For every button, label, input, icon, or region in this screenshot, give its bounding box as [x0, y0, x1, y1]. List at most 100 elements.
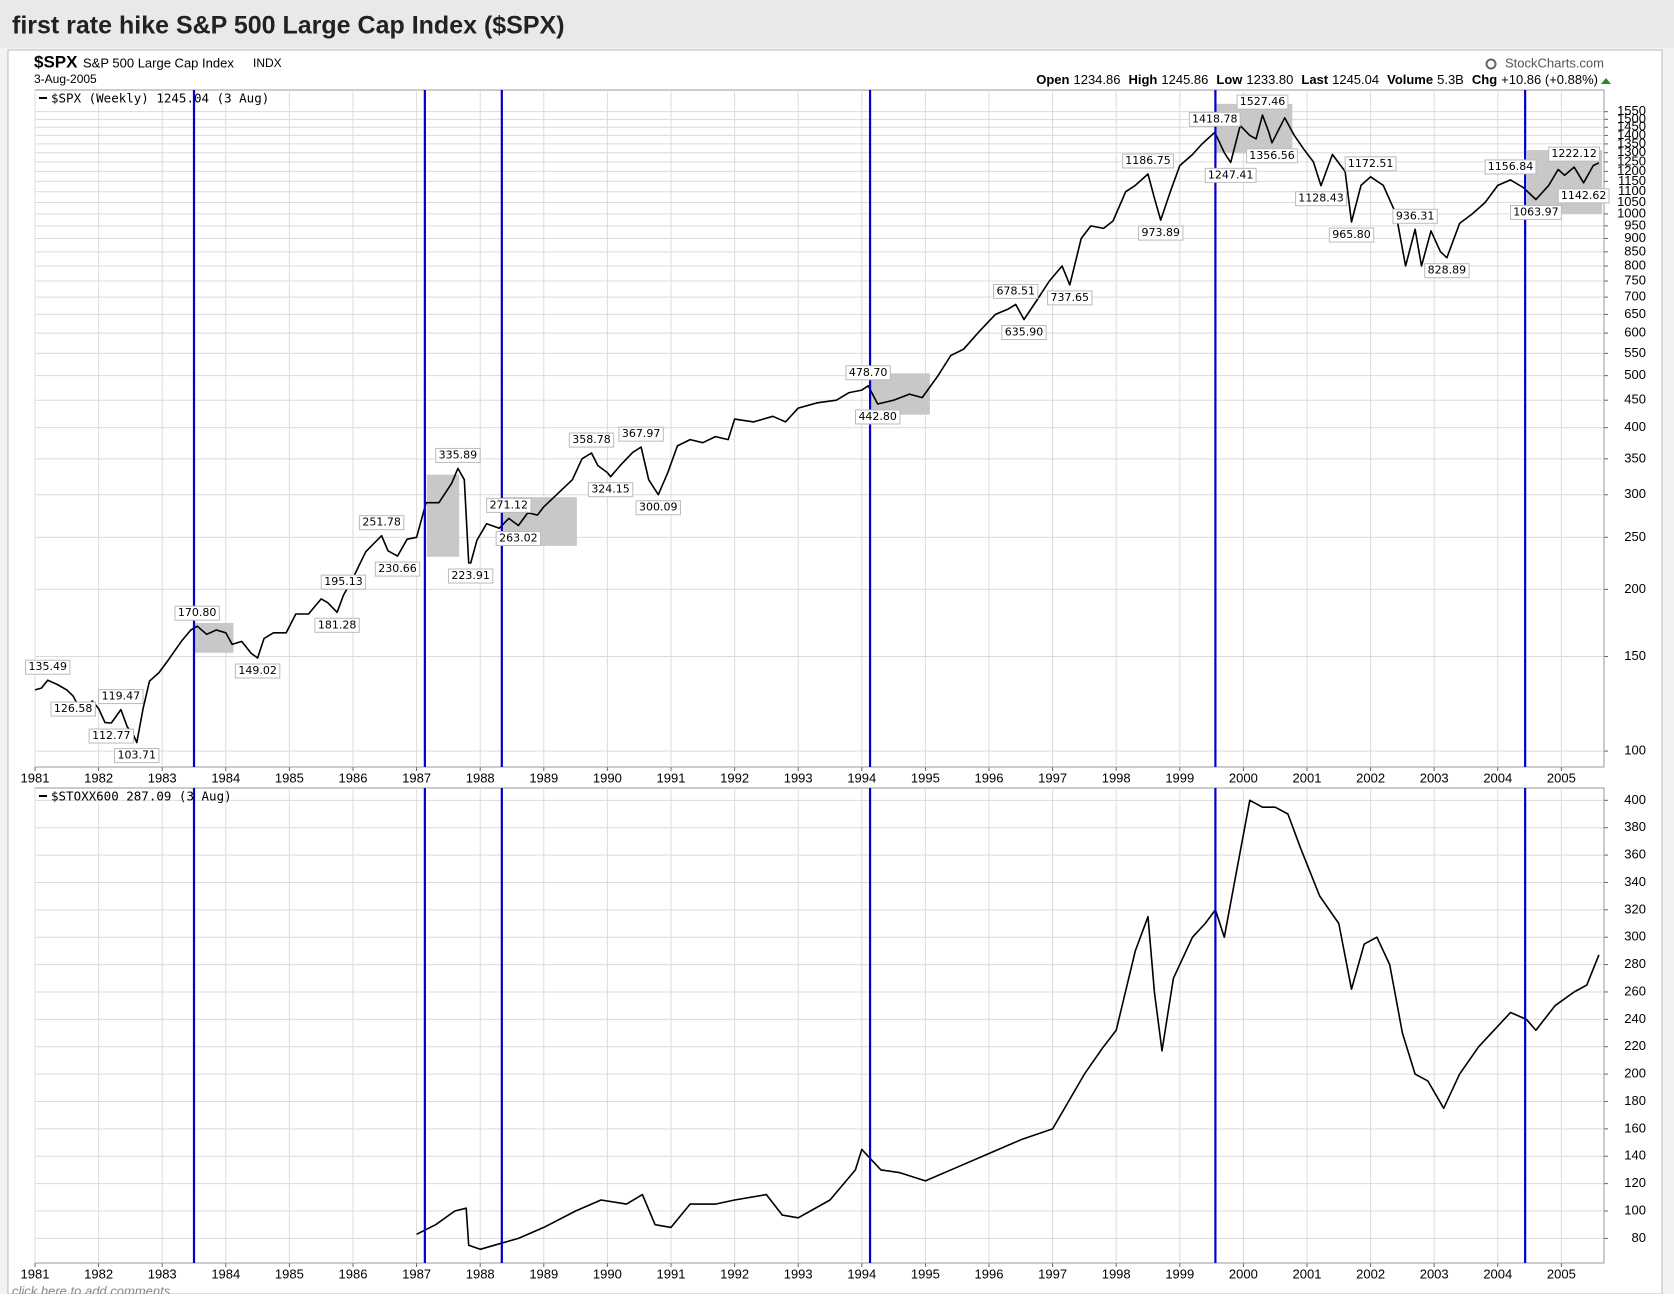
annotation-label: 195.13 — [324, 575, 363, 588]
quote-label: Open — [1036, 72, 1069, 87]
x-tick-label: 1996 — [975, 1266, 1004, 1281]
x-tick-label: 1987 — [402, 770, 431, 785]
annotation-box — [88, 728, 135, 744]
annotation-box — [1204, 167, 1257, 183]
shaded-range — [193, 622, 234, 653]
y-tick-label: 1150 — [1618, 173, 1646, 188]
annotation-box — [358, 515, 405, 531]
annotation-label: 828.89 — [1428, 264, 1467, 277]
x-tick-label: 1985 — [275, 770, 304, 785]
annotation-label: 973.89 — [1141, 226, 1180, 239]
annotation-box — [1510, 204, 1562, 220]
x-tick-label: 1991 — [657, 1266, 686, 1281]
annotation-label: 678.51 — [996, 284, 1035, 297]
annotation-box — [1047, 290, 1093, 306]
y-tick-label: 1550 — [1617, 103, 1646, 118]
x-tick-label: 1995 — [911, 770, 940, 785]
x-tick-label: 1982 — [84, 770, 113, 785]
x-tick-label: 1998 — [1102, 1266, 1131, 1281]
legend-label: $STOXX600 287.09 (3 Aug) — [51, 789, 232, 804]
x-tick-label: 1982 — [84, 1266, 113, 1281]
x-tick-label: 1988 — [466, 770, 495, 785]
add-comments-link[interactable]: click here to add comments — [12, 1283, 171, 1298]
annotation-box — [486, 497, 532, 513]
x-tick-label: 1987 — [402, 1266, 431, 1281]
source-logo — [1485, 58, 1497, 70]
annotation-box — [114, 748, 160, 764]
x-tick-label: 2004 — [1483, 770, 1512, 785]
y-tick-label: 280 — [1624, 956, 1646, 971]
quote-value: 1233.80 — [1246, 72, 1293, 87]
x-tick-label: 1992 — [720, 1266, 749, 1281]
annotation-box — [618, 426, 664, 442]
x-tick-label: 2001 — [1293, 770, 1322, 785]
x-tick-label: 1997 — [1038, 1266, 1067, 1281]
annotation-box — [50, 701, 96, 717]
x-tick-label: 1993 — [784, 770, 813, 785]
quote-value: +10.86 (+0.88%) — [1501, 72, 1598, 87]
x-tick-label: 1988 — [466, 1266, 495, 1281]
shaded-range — [1215, 103, 1293, 154]
y-tick-label: 220 — [1624, 1038, 1646, 1053]
annotation-label: 271.12 — [490, 498, 529, 511]
y-tick-label: 180 — [1624, 1093, 1646, 1108]
x-tick-label: 1996 — [975, 770, 1004, 785]
annotation-label: 1356.56 — [1249, 149, 1295, 162]
x-tick-label: 1990 — [593, 1266, 622, 1281]
x-tick-label: 1983 — [148, 1266, 177, 1281]
y-tick-label: 1350 — [1617, 135, 1646, 150]
y-tick-label: 140 — [1624, 1148, 1646, 1163]
annotation-label: 737.65 — [1051, 291, 1090, 304]
y-tick-label: 100 — [1624, 1202, 1646, 1217]
price-line — [34, 114, 1600, 744]
annotation-box — [1484, 159, 1537, 175]
annotation-box — [25, 659, 71, 675]
x-tick-label: 1989 — [529, 1266, 558, 1281]
annotation-label: 126.58 — [54, 702, 93, 715]
x-tick-label: 2001 — [1293, 1266, 1322, 1281]
annotation-label: 263.02 — [499, 531, 538, 544]
annotation-box — [314, 617, 360, 633]
y-tick-label: 1050 — [1617, 194, 1646, 209]
annotation-box — [320, 574, 367, 590]
y-tick-label: 700 — [1624, 289, 1646, 304]
y-tick-label: 360 — [1624, 847, 1646, 862]
source: StockCharts.com — [1505, 55, 1604, 70]
y-tick-label: 1450 — [1617, 119, 1646, 134]
x-tick-label: 1993 — [784, 1266, 813, 1281]
annotation-box — [1328, 227, 1375, 243]
annotation-box — [635, 500, 681, 516]
quote-value: 5.3B — [1437, 72, 1464, 87]
annotation-box — [1557, 188, 1610, 204]
x-tick-label: 1999 — [1165, 1266, 1194, 1281]
y-tick-label: 100 — [1624, 743, 1646, 758]
y-tick-label: 650 — [1624, 306, 1646, 321]
y-tick-label: 380 — [1624, 819, 1646, 834]
annotation-box — [1122, 153, 1174, 169]
annotation-label: 478.70 — [849, 366, 888, 379]
y-tick-label: 160 — [1624, 1120, 1646, 1135]
x-tick-label: 1981 — [21, 1266, 50, 1281]
annotation-box — [587, 482, 634, 498]
y-tick-label: 1100 — [1618, 183, 1646, 198]
y-tick-label: 900 — [1624, 230, 1646, 245]
y-tick-label: 300 — [1624, 929, 1646, 944]
x-tick-label: 2002 — [1356, 1266, 1385, 1281]
annotation-label: 1142.62 — [1561, 189, 1607, 202]
annotation-label: 112.77 — [92, 729, 131, 742]
y-tick-label: 340 — [1624, 874, 1646, 889]
y-tick-label: 750 — [1624, 272, 1646, 287]
x-tick-label: 1999 — [1165, 770, 1194, 785]
quote-line: Open 1234.86 High 1245.86 Low 1233.80 Last 1245… — [1036, 72, 1598, 87]
y-tick-label: 1500 — [1617, 111, 1646, 126]
quote-value: 1245.86 — [1161, 72, 1208, 87]
y-tick-label: 1200 — [1617, 163, 1646, 178]
annotation-label: 1222.12 — [1551, 147, 1597, 160]
annotation-box — [1001, 325, 1047, 341]
annotation-label: 149.02 — [238, 664, 277, 677]
annotation-label: 936.31 — [1396, 209, 1435, 222]
y-tick-label: 350 — [1624, 450, 1646, 465]
x-tick-label: 1997 — [1038, 770, 1067, 785]
up-arrow — [1601, 78, 1611, 84]
x-tick-label: 1992 — [720, 770, 749, 785]
